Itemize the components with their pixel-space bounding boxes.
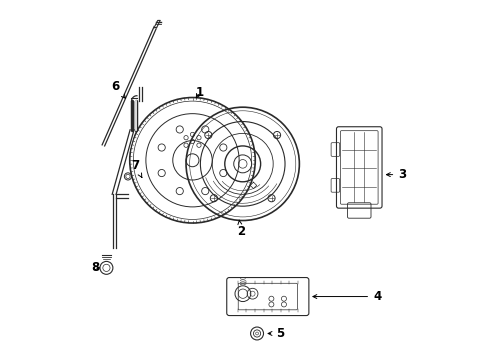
Text: 3: 3 bbox=[386, 168, 406, 181]
Text: 4: 4 bbox=[312, 290, 381, 303]
Text: 2: 2 bbox=[236, 220, 244, 238]
Text: 1: 1 bbox=[195, 86, 203, 99]
Text: 7: 7 bbox=[131, 159, 142, 177]
Text: 8: 8 bbox=[91, 261, 100, 274]
Text: 5: 5 bbox=[267, 327, 284, 340]
Polygon shape bbox=[154, 21, 160, 28]
Text: 6: 6 bbox=[111, 80, 125, 98]
